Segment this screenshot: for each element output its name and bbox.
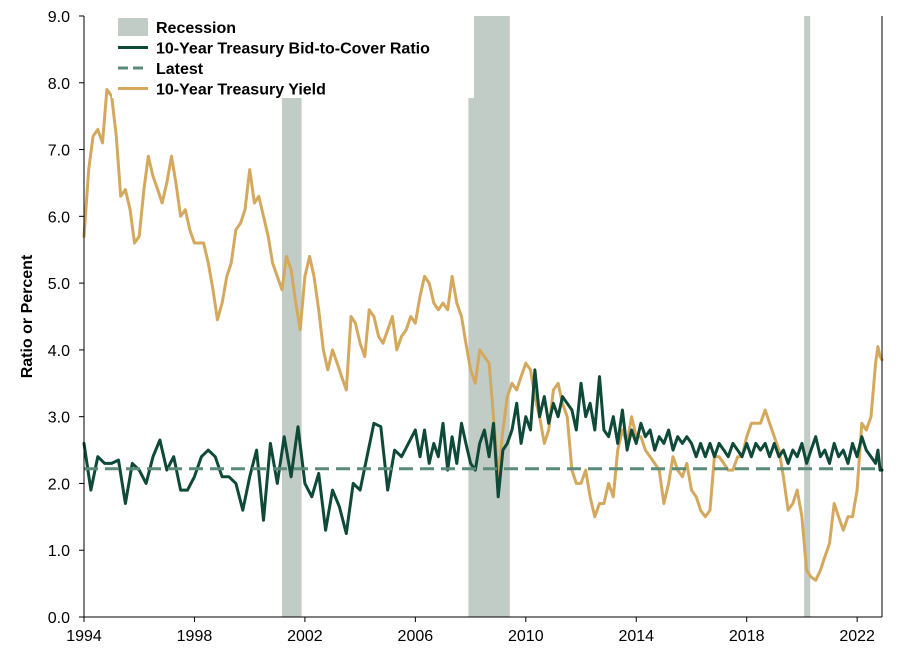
legend-swatch-recession [118, 18, 148, 36]
y-tick-label: 6.0 [48, 209, 70, 226]
x-tick-label: 1994 [66, 628, 102, 645]
recession-band-3 [804, 16, 811, 617]
series-layer [82, 88, 884, 582]
y-tick-label: 3.0 [48, 410, 70, 427]
y-tick-label: 7.0 [48, 143, 70, 160]
x-tick-label: 2022 [839, 628, 875, 645]
x-tick-label: 2002 [287, 628, 323, 645]
x-tick-label: 2006 [398, 628, 434, 645]
recession-bands [281, 16, 811, 617]
y-tick-label: 5.0 [48, 276, 70, 293]
recession-band-2 [468, 16, 510, 617]
legend-label-bid_to_cover: 10-Year Treasury Bid-to-Cover Ratio [156, 41, 430, 58]
legend-label-yield: 10-Year Treasury Yield [156, 82, 326, 99]
legend-label-recession: Recession [156, 20, 236, 37]
recession-band-1 [281, 16, 302, 617]
bid_to_cover-line [82, 368, 884, 535]
y-tick-label: 0.0 [48, 610, 70, 627]
legend: Recession 10-Year Treasury Bid-to-Cover R… [112, 12, 474, 99]
legend-background [112, 12, 474, 98]
y-tick-label: 8.0 [48, 76, 70, 93]
axes [83, 16, 883, 618]
x-tick-label: 2010 [508, 628, 544, 645]
x-tick-label: 1998 [177, 628, 213, 645]
x-tick-label: 2018 [729, 628, 765, 645]
x-tick-label: 2014 [618, 628, 654, 645]
y-tick-label: 4.0 [48, 343, 70, 360]
y-tick-label: 2.0 [48, 476, 70, 493]
y-tick-label: 1.0 [48, 543, 70, 560]
ticks: 0.0 1.0 2.0 3.0 4.0 5.0 6.0 7.0 8.0 9.0 1994 1998 20… [48, 9, 875, 645]
legend-label-latest: Latest [156, 61, 204, 78]
y-tick-label: 9.0 [48, 9, 70, 26]
yield-line [82, 88, 884, 582]
y-axis-title: Ratio or Percent [19, 254, 36, 378]
